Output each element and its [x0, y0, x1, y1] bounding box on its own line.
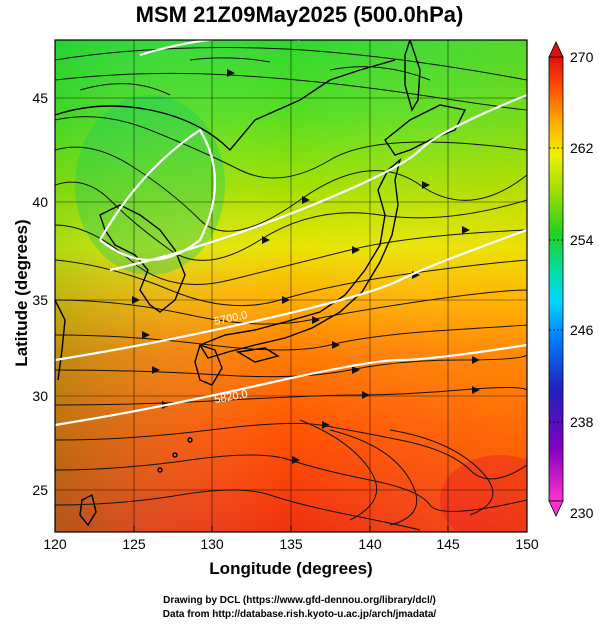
y-tick-label: 30 [32, 388, 48, 404]
x-tick-label: 125 [122, 536, 146, 552]
x-axis-label: Longitude (degrees) [209, 559, 373, 578]
wind-arrows [132, 69, 480, 464]
contour-label: 5820.0 [213, 388, 248, 406]
colorbar-max-arrow [548, 41, 564, 58]
x-tick-label: 150 [515, 536, 539, 552]
grid-lines [55, 40, 527, 532]
credit-line-1: Drawing by DCL (https://www.gfd-dennou.o… [163, 595, 436, 606]
y-axis-label: Latitude (degrees) [12, 219, 31, 367]
colorbar-tick-label: 254 [570, 232, 594, 248]
colorbar-tick-label: 262 [570, 140, 594, 156]
colorbar-tick-label: 246 [570, 322, 594, 338]
colorbar: 270 262 254 246 238 230 [548, 41, 594, 521]
height-contours [55, 40, 527, 427]
coastlines [55, 40, 467, 527]
credit-line-2: Data from http://database.rish.kyoto-u.a… [162, 609, 437, 620]
colorbar-tick-label: 230 [570, 505, 594, 521]
y-tick-label: 45 [32, 90, 48, 106]
chart-title: MSM 21Z09May2025 (500.0hPa) [135, 2, 464, 27]
colorbar-tick-label: 270 [570, 49, 594, 65]
x-tick-label: 140 [358, 536, 382, 552]
x-tick-label: 120 [43, 536, 67, 552]
y-tick-label: 35 [32, 292, 48, 308]
y-tick-label: 25 [32, 482, 48, 498]
y-tick-label: 40 [32, 194, 48, 210]
x-tick-label: 130 [200, 536, 224, 552]
colorbar-tick-label: 238 [570, 414, 594, 430]
colorbar-min-arrow [548, 500, 564, 517]
x-tick-label: 135 [279, 536, 303, 552]
x-axis: 120 125 130 135 140 145 150 [43, 526, 539, 552]
temperature-field: 5700.0 5820.0 [55, 40, 527, 532]
x-tick-label: 145 [436, 536, 460, 552]
y-axis: 25 30 35 40 45 [32, 90, 48, 498]
